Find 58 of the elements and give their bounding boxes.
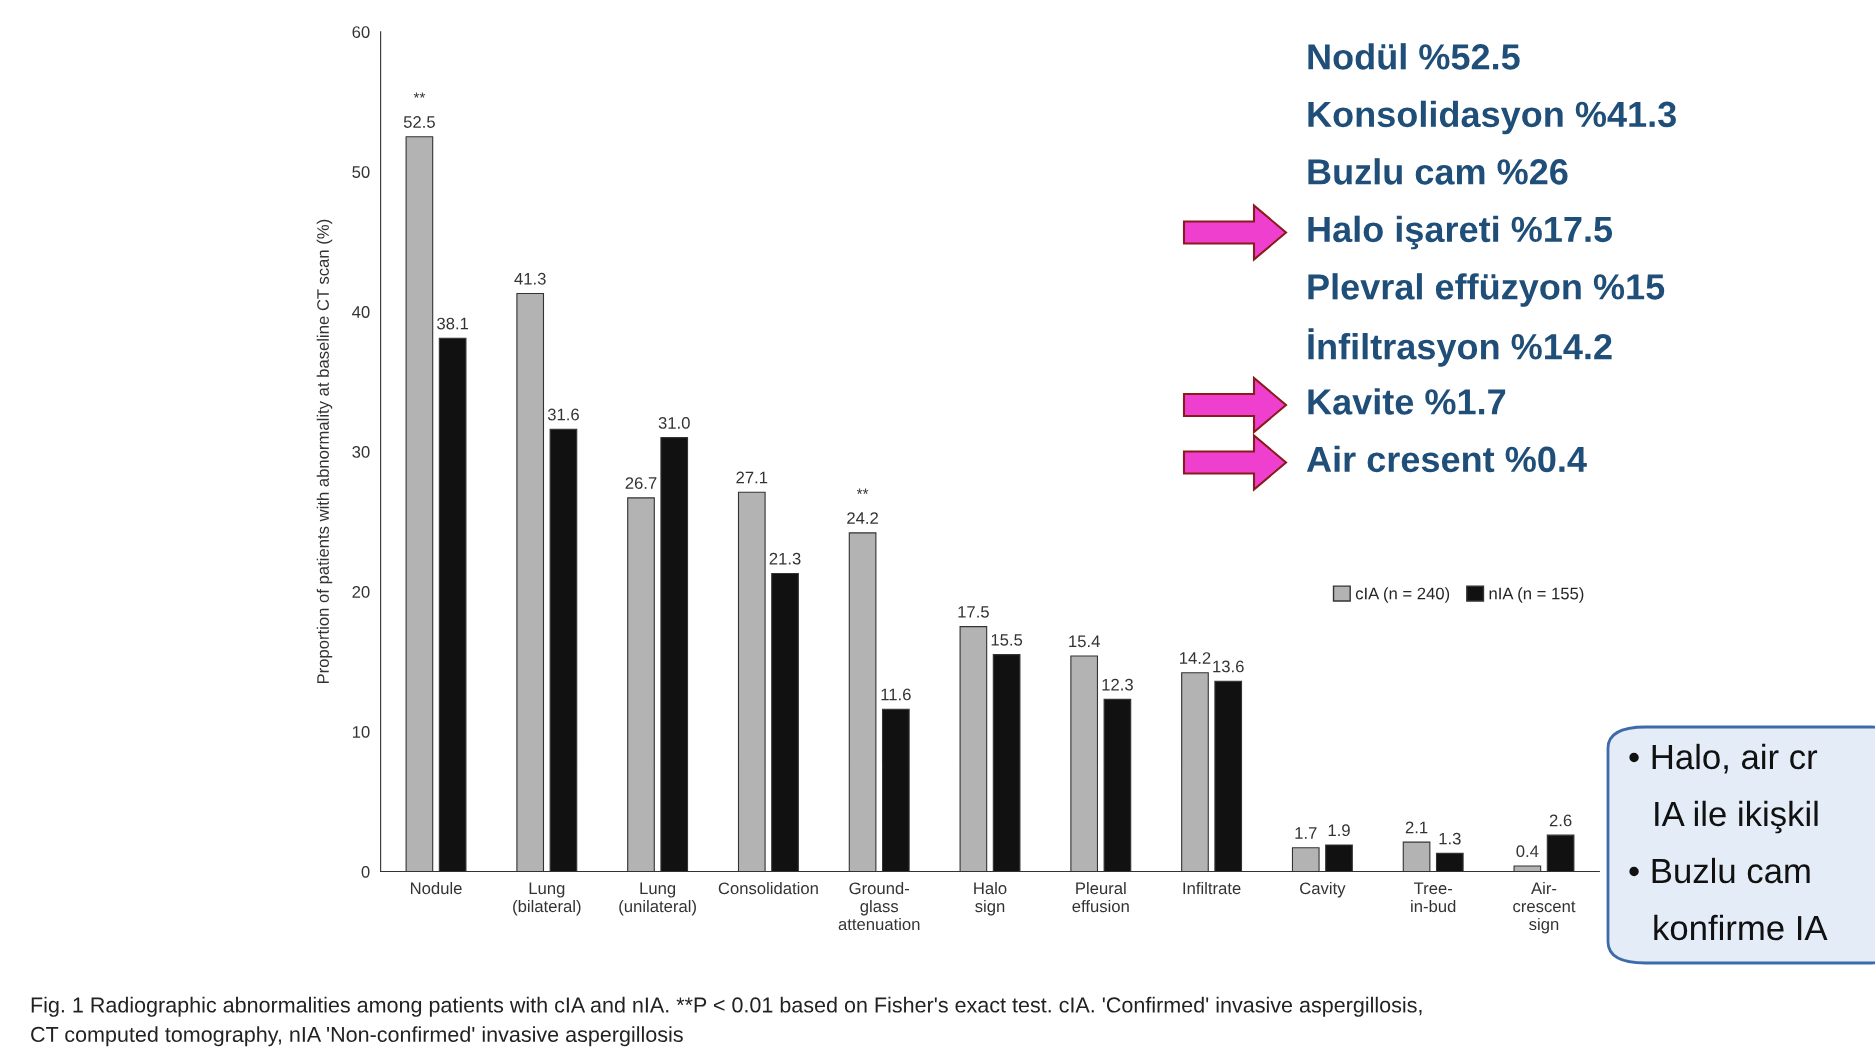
annotation: ** [856,488,869,494]
annotation: ** [413,92,426,98]
y-tick-label: 60 [352,26,370,38]
text: IA ile ikişkil [1655,800,1818,834]
x-tick-label: Ground- glass attenuation [838,881,920,931]
x-tick-label: Nodule [410,881,462,895]
x-tick-label: Pleural effusion [1072,881,1129,913]
text: • Halo, air cr [1629,743,1818,774]
annotation: Buzlu cam %26 [1308,158,1568,185]
data-label: 27.1 [736,471,768,484]
data-label: 2.1 [1405,821,1428,834]
y-tick-label: 30 [352,446,370,458]
data-label: 17.5 [958,606,989,618]
data-label: 2.6 [1549,814,1572,827]
data-label: 1.3 [1439,832,1461,845]
annotation: İnfiltrasyon %14.2 [1308,328,1612,367]
data-label: 12.3 [1102,678,1133,691]
x-tick-label: Lung (bilateral) [513,882,581,916]
x-tick-label: Infiltrate [1183,881,1241,895]
data-label: 26.7 [625,477,657,489]
text: konfirme IA [1654,914,1828,941]
y-tick-label: 20 [352,586,370,598]
x-tick-label: Consolidation [718,881,818,895]
data-label: 38.1 [437,317,469,330]
data-label: 41.3 [514,272,546,285]
x-tick-label: Tree- in-bud [1411,882,1456,913]
data-label: 1.7 [1295,827,1317,839]
data-label: 31.6 [547,408,579,421]
x-tick-label: Halo sign [974,881,1007,916]
legend-label: nIA (n = 155) [1489,587,1584,603]
y-tick-label: 0 [361,865,370,878]
annotation: Nodül %52.5 [1308,43,1520,70]
data-label: 24.2 [847,512,878,524]
data-label: 15.4 [1069,635,1100,648]
x-tick-label: Air- crescent sign [1513,881,1576,934]
data-label: 11.6 [881,688,911,701]
annotation: Air cresent %0.4 [1306,445,1587,473]
annotation: Kavite %1.7 [1308,388,1506,415]
text: • Buzlu cam [1629,857,1810,884]
data-label: 21.3 [769,552,801,565]
data-label: 15.5 [991,634,1023,646]
data-label: 31.0 [658,417,690,429]
annotation: Halo işareti %17.5 [1308,215,1613,250]
data-label: 52.5 [403,116,435,128]
data-label: 1.9 [1328,824,1350,837]
data-label: 13.6 [1213,660,1244,673]
x-tick-label: Lung (unilateral) [619,882,696,916]
y-tick-label: 40 [352,306,370,318]
data-label: 0.4 [1516,845,1539,858]
y-axis-title: Proportion of patients with abnormality at baseline CT scan (%) [316,219,333,684]
legend-label: cIA (n = 240) [1355,587,1450,603]
data-label: 14.2 [1180,652,1211,664]
caption: Fig. 1 Radiographic abnormalities among patients with cIA and nIA. **P < 0.01 based on Fisher's exact test. cIA. 'Confirmed' invasive aspergillosis, CT computed tomography, nIA 'Non-confirmed' invasive aspergillosis [31,996,1422,1047]
annotation: Plevral effüzyon %15 [1308,273,1665,307]
x-tick-label: Cavity [1300,881,1346,898]
y-tick-label: 10 [352,725,370,738]
y-tick-label: 50 [352,166,370,178]
annotation: Konsolidasyon %41.3 [1308,100,1676,135]
